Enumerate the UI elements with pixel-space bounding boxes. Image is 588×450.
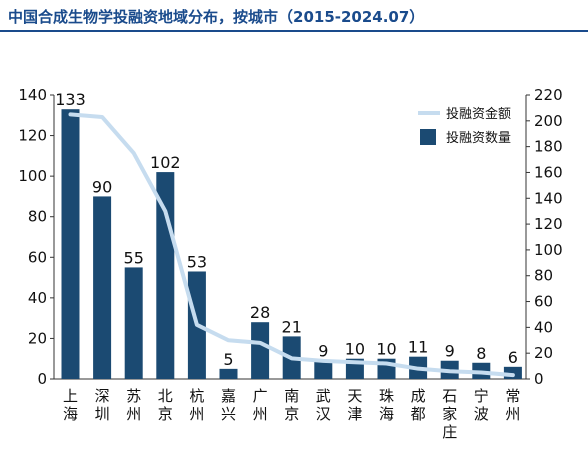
category-label: 上海 — [63, 387, 78, 423]
left-tick-label: 80 — [28, 208, 47, 226]
right-tick-label: 220 — [534, 86, 563, 104]
bar-value-label: 55 — [124, 248, 144, 267]
right-tick-label: 180 — [534, 138, 563, 156]
left-tick-label: 60 — [28, 248, 47, 266]
legend-label-count: 投融资数量 — [446, 130, 511, 146]
right-tick-label: 140 — [534, 189, 563, 207]
bar-2 — [124, 267, 143, 379]
bar-8 — [314, 360, 333, 379]
bar-value-label: 8 — [476, 344, 486, 363]
category-label: 嘉兴 — [221, 387, 236, 423]
bar-value-label: 21 — [282, 317, 302, 336]
bar-0 — [61, 109, 80, 379]
category-label: 常州 — [505, 387, 520, 423]
category-label: 宁波 — [474, 387, 489, 423]
bar-value-label: 102 — [150, 153, 181, 172]
left-tick-label: 20 — [28, 329, 47, 347]
category-label: 北京 — [158, 387, 173, 423]
category-label: 武汉 — [316, 387, 331, 423]
left-tick-label: 40 — [28, 289, 47, 307]
right-tick-label: 100 — [534, 241, 563, 259]
bar-value-label: 133 — [55, 90, 86, 109]
right-tick-label: 40 — [534, 318, 553, 336]
bar-value-label: 10 — [345, 340, 365, 359]
bar-value-labels: 133 90 55 102 53 5 28 21 9 10 10 11 9 8 6 — [55, 90, 518, 369]
bar-1 — [93, 196, 112, 379]
right-tick-label: 20 — [534, 344, 553, 362]
left-tick-label: 0 — [37, 370, 47, 388]
chart-title: 中国合成生物学投融资地域分布，按城市（2015-2024.07） — [8, 8, 425, 26]
right-tick-label: 0 — [534, 370, 544, 388]
category-label: 广州 — [253, 387, 268, 423]
bar-5 — [219, 368, 238, 379]
legend-bar-swatch — [420, 129, 436, 145]
category-label: 深圳 — [95, 387, 110, 423]
category-label: 苏州 — [126, 387, 141, 423]
category-label: 杭州 — [189, 387, 204, 423]
category-label: 南京 — [284, 387, 299, 423]
title-underline — [0, 30, 588, 32]
category-label: 天津 — [347, 387, 362, 423]
axes: 0 20 40 60 80 100 120 140 0 20 40 60 80 100 120 140 160 1… — [18, 86, 562, 388]
right-tick-label: 120 — [534, 215, 563, 233]
bar-value-label: 90 — [92, 177, 112, 196]
bar-value-label: 5 — [223, 350, 233, 369]
category-label: 珠海 — [379, 387, 394, 423]
right-tick-label: 160 — [534, 163, 563, 181]
right-tick-label: 60 — [534, 293, 553, 311]
bar-value-label: 9 — [318, 342, 328, 361]
left-tick-label: 100 — [18, 167, 47, 185]
bar-value-label: 28 — [250, 303, 270, 322]
right-tick-label: 80 — [534, 267, 553, 285]
bar-value-label: 6 — [508, 348, 518, 367]
category-label: 成都 — [411, 387, 426, 423]
category-label: 石家庄 — [442, 387, 457, 441]
bar-value-label: 10 — [376, 340, 396, 359]
left-tick-label: 120 — [18, 127, 47, 145]
bar-value-label: 11 — [408, 338, 428, 357]
legend-label-amount: 投融资金额 — [446, 106, 511, 122]
right-tick-label: 200 — [534, 112, 563, 130]
bar-6 — [251, 322, 270, 379]
bar-value-label: 9 — [445, 342, 455, 361]
left-tick-label: 140 — [18, 86, 47, 104]
line-series — [68, 112, 515, 378]
bar-value-label: 53 — [187, 252, 207, 271]
